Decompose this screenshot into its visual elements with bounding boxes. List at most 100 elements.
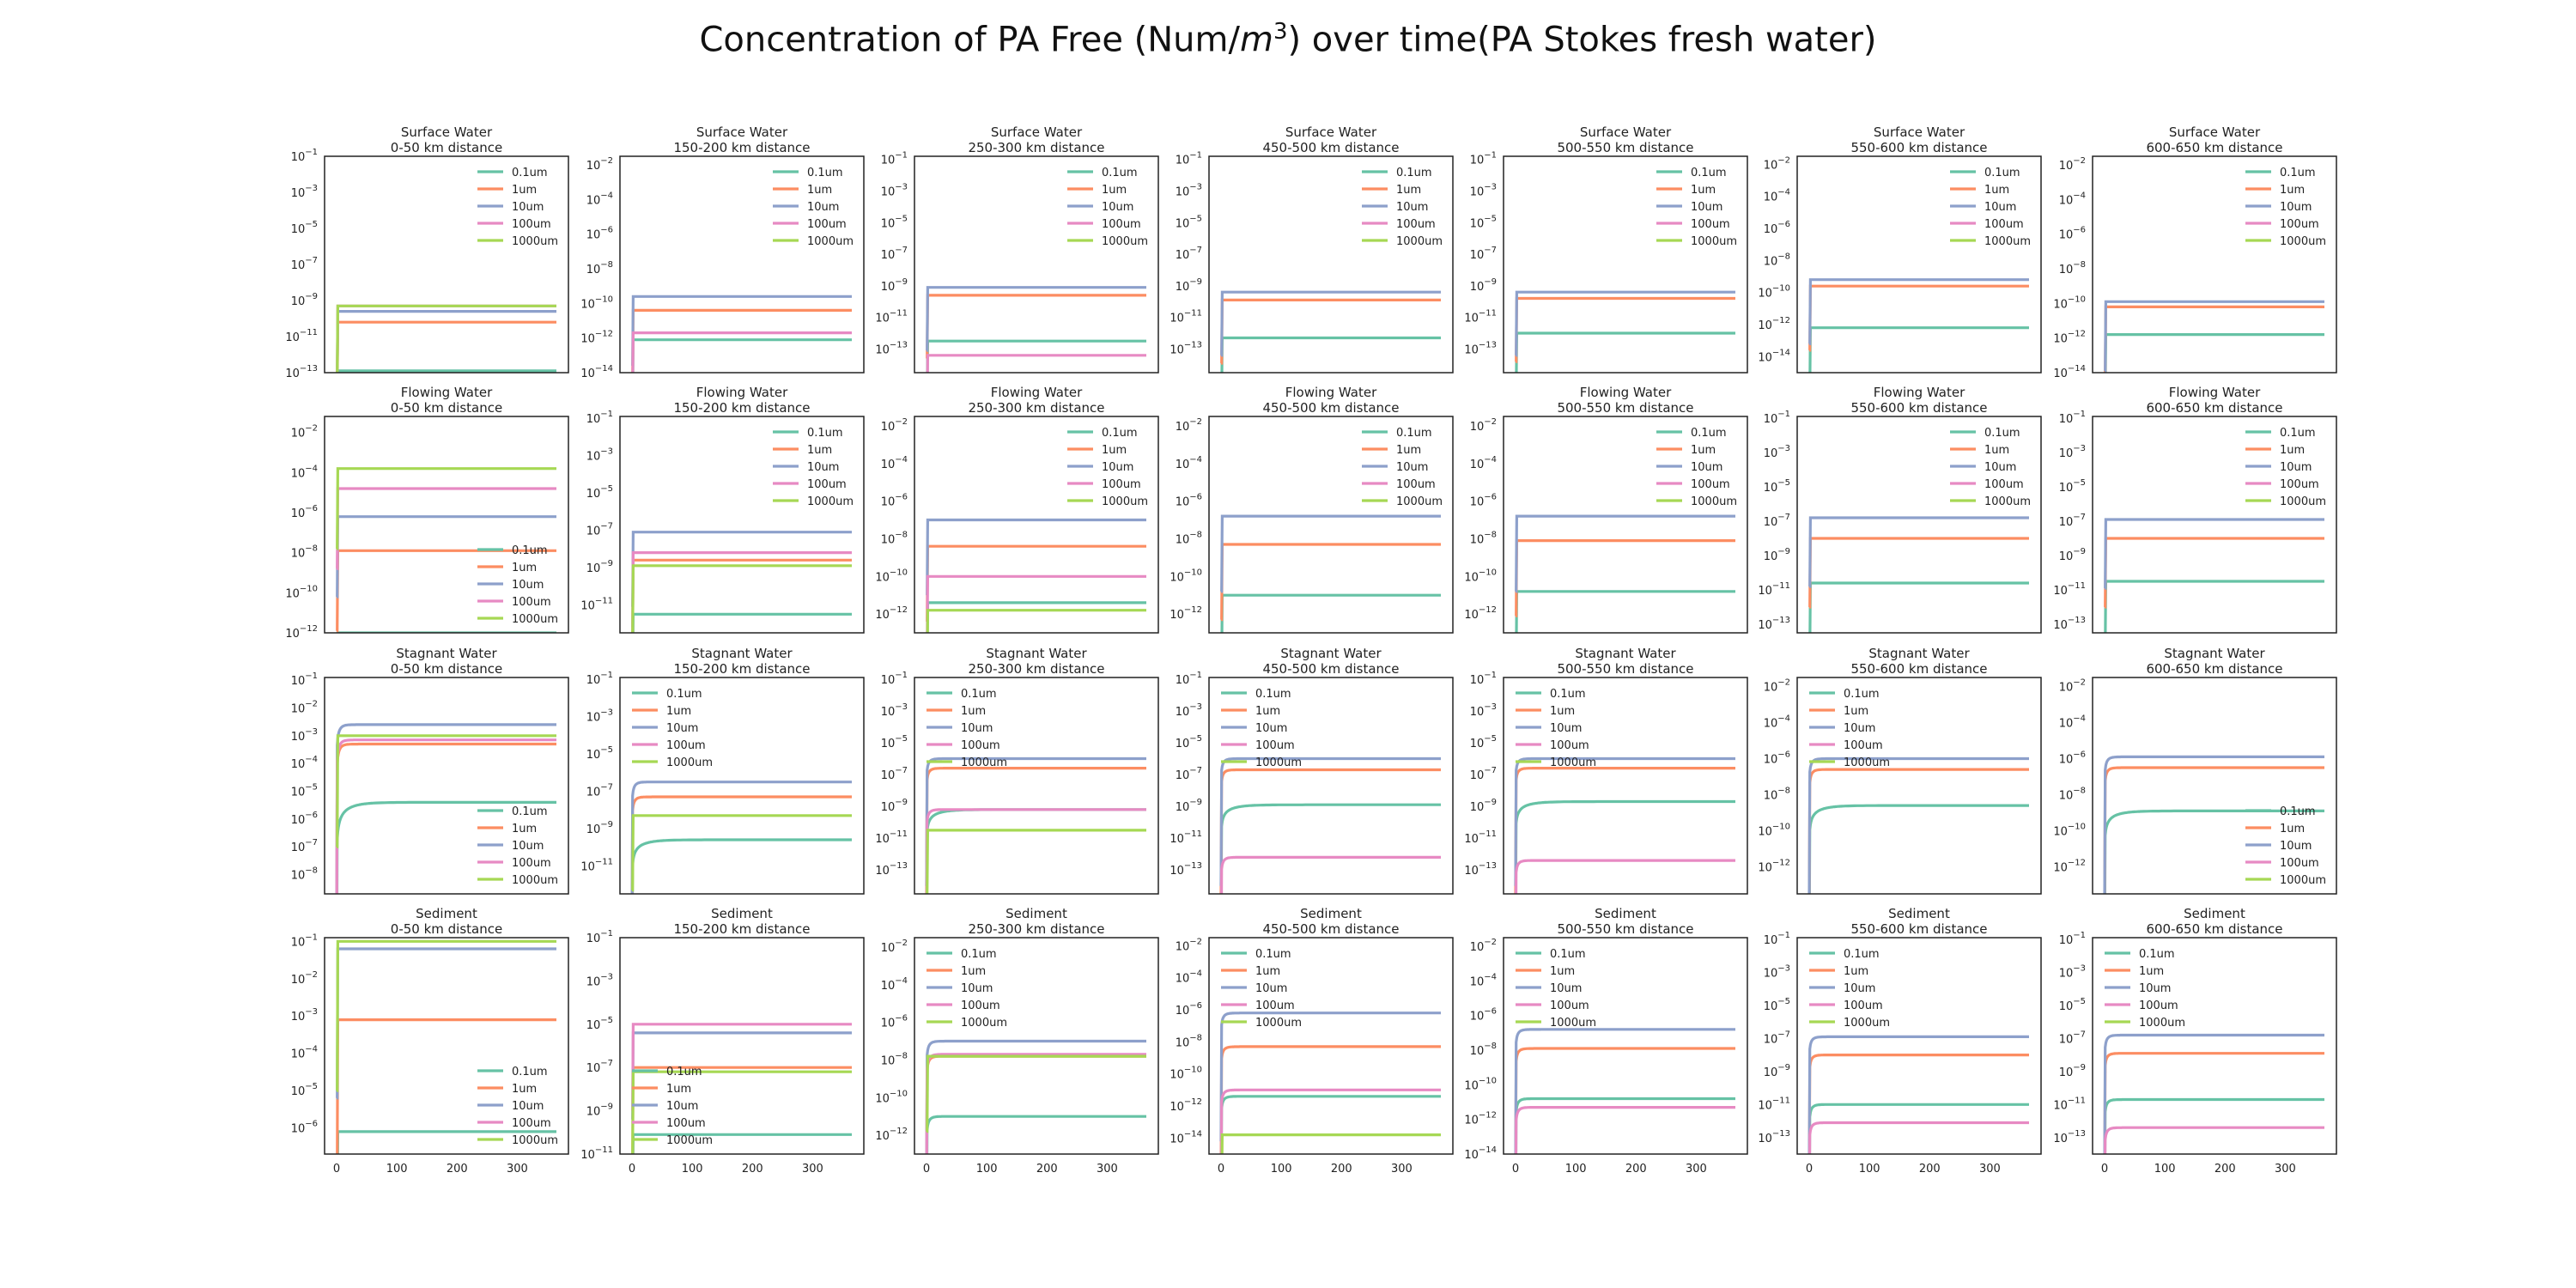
series-line-10um [925, 1039, 1146, 1154]
series-line-10um [1808, 516, 2029, 588]
panel-subtitle: 150-200 km distance [673, 140, 810, 155]
panel-subtitle: 450-500 km distance [1262, 661, 1399, 677]
legend-label: 1um [1255, 705, 1280, 718]
legend-label: 1um [1691, 184, 1716, 197]
y-tick-label: 10−6 [1470, 493, 1497, 509]
legend-label: 100um [961, 739, 1000, 752]
y-tick-label: 10−4 [2059, 714, 2086, 731]
series-line-1000um [926, 1054, 1146, 1133]
panel-title: Surface Water [991, 125, 1083, 140]
series-line-1um [1807, 768, 2029, 894]
series-line-10um [926, 286, 1146, 352]
y-tick-label: 10−5 [1176, 734, 1202, 750]
legend-label: 0.1um [1691, 427, 1727, 440]
series-line-1000um [926, 609, 1146, 633]
series-line-0.1um [631, 338, 852, 373]
legend-label: 0.1um [961, 688, 997, 701]
y-tick-label: 10−6 [881, 493, 908, 509]
legend-label: 0.1um [2139, 948, 2175, 961]
series-line-1um [926, 294, 1146, 360]
series-line-0.1um [1515, 590, 1735, 633]
y-tick-label: 10−11 [580, 1145, 613, 1162]
series-line-100um [1514, 1105, 1735, 1154]
y-tick-label: 10−3 [881, 182, 908, 198]
legend-label: 100um [2280, 218, 2319, 231]
series-line-100um [1514, 859, 1735, 894]
y-tick-label: 10−7 [586, 1059, 613, 1075]
series-line-10um [925, 756, 1146, 886]
legend-label: 10um [1844, 722, 1875, 735]
legend-label: 0.1um [1984, 427, 2020, 440]
panel-title: Sediment [1300, 906, 1362, 921]
legend: 0.1um 1um 10um 100um 1000um [1516, 948, 1596, 1030]
series-line-100um [925, 808, 1146, 894]
legend-label: 0.1um [1102, 167, 1138, 179]
series-line-1um [1514, 766, 1735, 894]
legend-label: 0.1um [1396, 167, 1432, 179]
axes-frame [2092, 416, 2337, 634]
y-tick-label: 10−7 [1176, 246, 1202, 262]
panel-subtitle: 450-500 km distance [1262, 140, 1399, 155]
y-tick-label: 10−7 [1470, 766, 1497, 782]
axes-frame [1796, 677, 2042, 895]
legend-label: 100um [1396, 478, 1436, 491]
y-tick-label: 10−8 [2059, 260, 2086, 276]
y-tick-label: 10−7 [586, 522, 613, 538]
y-tick-label: 10−5 [1764, 997, 1790, 1013]
x-tick-label: 100 [976, 1163, 998, 1176]
x-tick-label: 0 [2101, 1163, 2108, 1176]
y-tick-label: 10−4 [881, 976, 908, 993]
series-line-0.1um [925, 1115, 1146, 1154]
series-group [2103, 1033, 2324, 1237]
y-tick-label: 10−8 [1176, 530, 1202, 546]
y-tick-label: 10−8 [1764, 787, 1790, 803]
legend: 0.1um 1um 10um 100um 1000um [2245, 167, 2326, 248]
y-tick-label: 10−2 [1470, 938, 1497, 954]
series-line-10um [630, 781, 852, 894]
legend-label: 100um [1691, 478, 1730, 491]
axes-frame [1503, 937, 1748, 1155]
y-tick-label: 10−7 [586, 783, 613, 799]
legend-label: 1000um [961, 756, 1007, 769]
y-tick-label: 10−1 [2059, 931, 2086, 947]
x-tick-label: 300 [2275, 1163, 2296, 1176]
panel-subtitle: 600-650 km distance [2146, 400, 2282, 416]
series-line-100um [631, 550, 852, 629]
y-tick-label: 10−9 [1764, 547, 1790, 563]
legend: 0.1um 1um 10um 100um 1000um [1950, 167, 2031, 248]
series-line-1um [2104, 305, 2324, 373]
legend-label: 0.1um [961, 948, 997, 961]
y-tick-label: 10−13 [1464, 861, 1497, 878]
legend-label: 1um [666, 1083, 691, 1096]
y-tick-label: 10−1 [881, 671, 908, 687]
x-tick-label: 300 [507, 1163, 528, 1176]
x-tick-label: 0 [333, 1163, 340, 1176]
panel-title: Sediment [711, 906, 773, 921]
y-tick-label: 10−5 [2059, 478, 2086, 495]
x-tick-label: 0 [1512, 1163, 1519, 1176]
series-line-100um [336, 487, 556, 570]
legend-label: 1000um [1102, 495, 1148, 508]
series-line-10um [1515, 290, 1735, 357]
y-tick-label: 10−13 [875, 861, 908, 878]
legend-label: 100um [512, 596, 551, 609]
y-tick-label: 10−9 [586, 559, 613, 575]
y-tick-label: 10−10 [285, 584, 318, 600]
legend-label: 100um [1984, 218, 2024, 231]
x-tick-label: 300 [1097, 1163, 1118, 1176]
legend-label: 1000um [1255, 756, 1302, 769]
series-line-1000um [2105, 1188, 2324, 1237]
panel-subtitle: 550-600 km distance [1850, 400, 1987, 416]
legend-label: 0.1um [1550, 948, 1586, 961]
panel-subtitle: 450-500 km distance [1262, 400, 1399, 416]
legend-label: 0.1um [512, 167, 548, 179]
series-line-1um [2103, 1052, 2324, 1154]
y-tick-label: 10−6 [291, 811, 318, 827]
panel-title: Surface Water [1580, 125, 1672, 140]
y-tick-label: 10−4 [1176, 455, 1202, 471]
series-line-0.1um [630, 838, 852, 894]
